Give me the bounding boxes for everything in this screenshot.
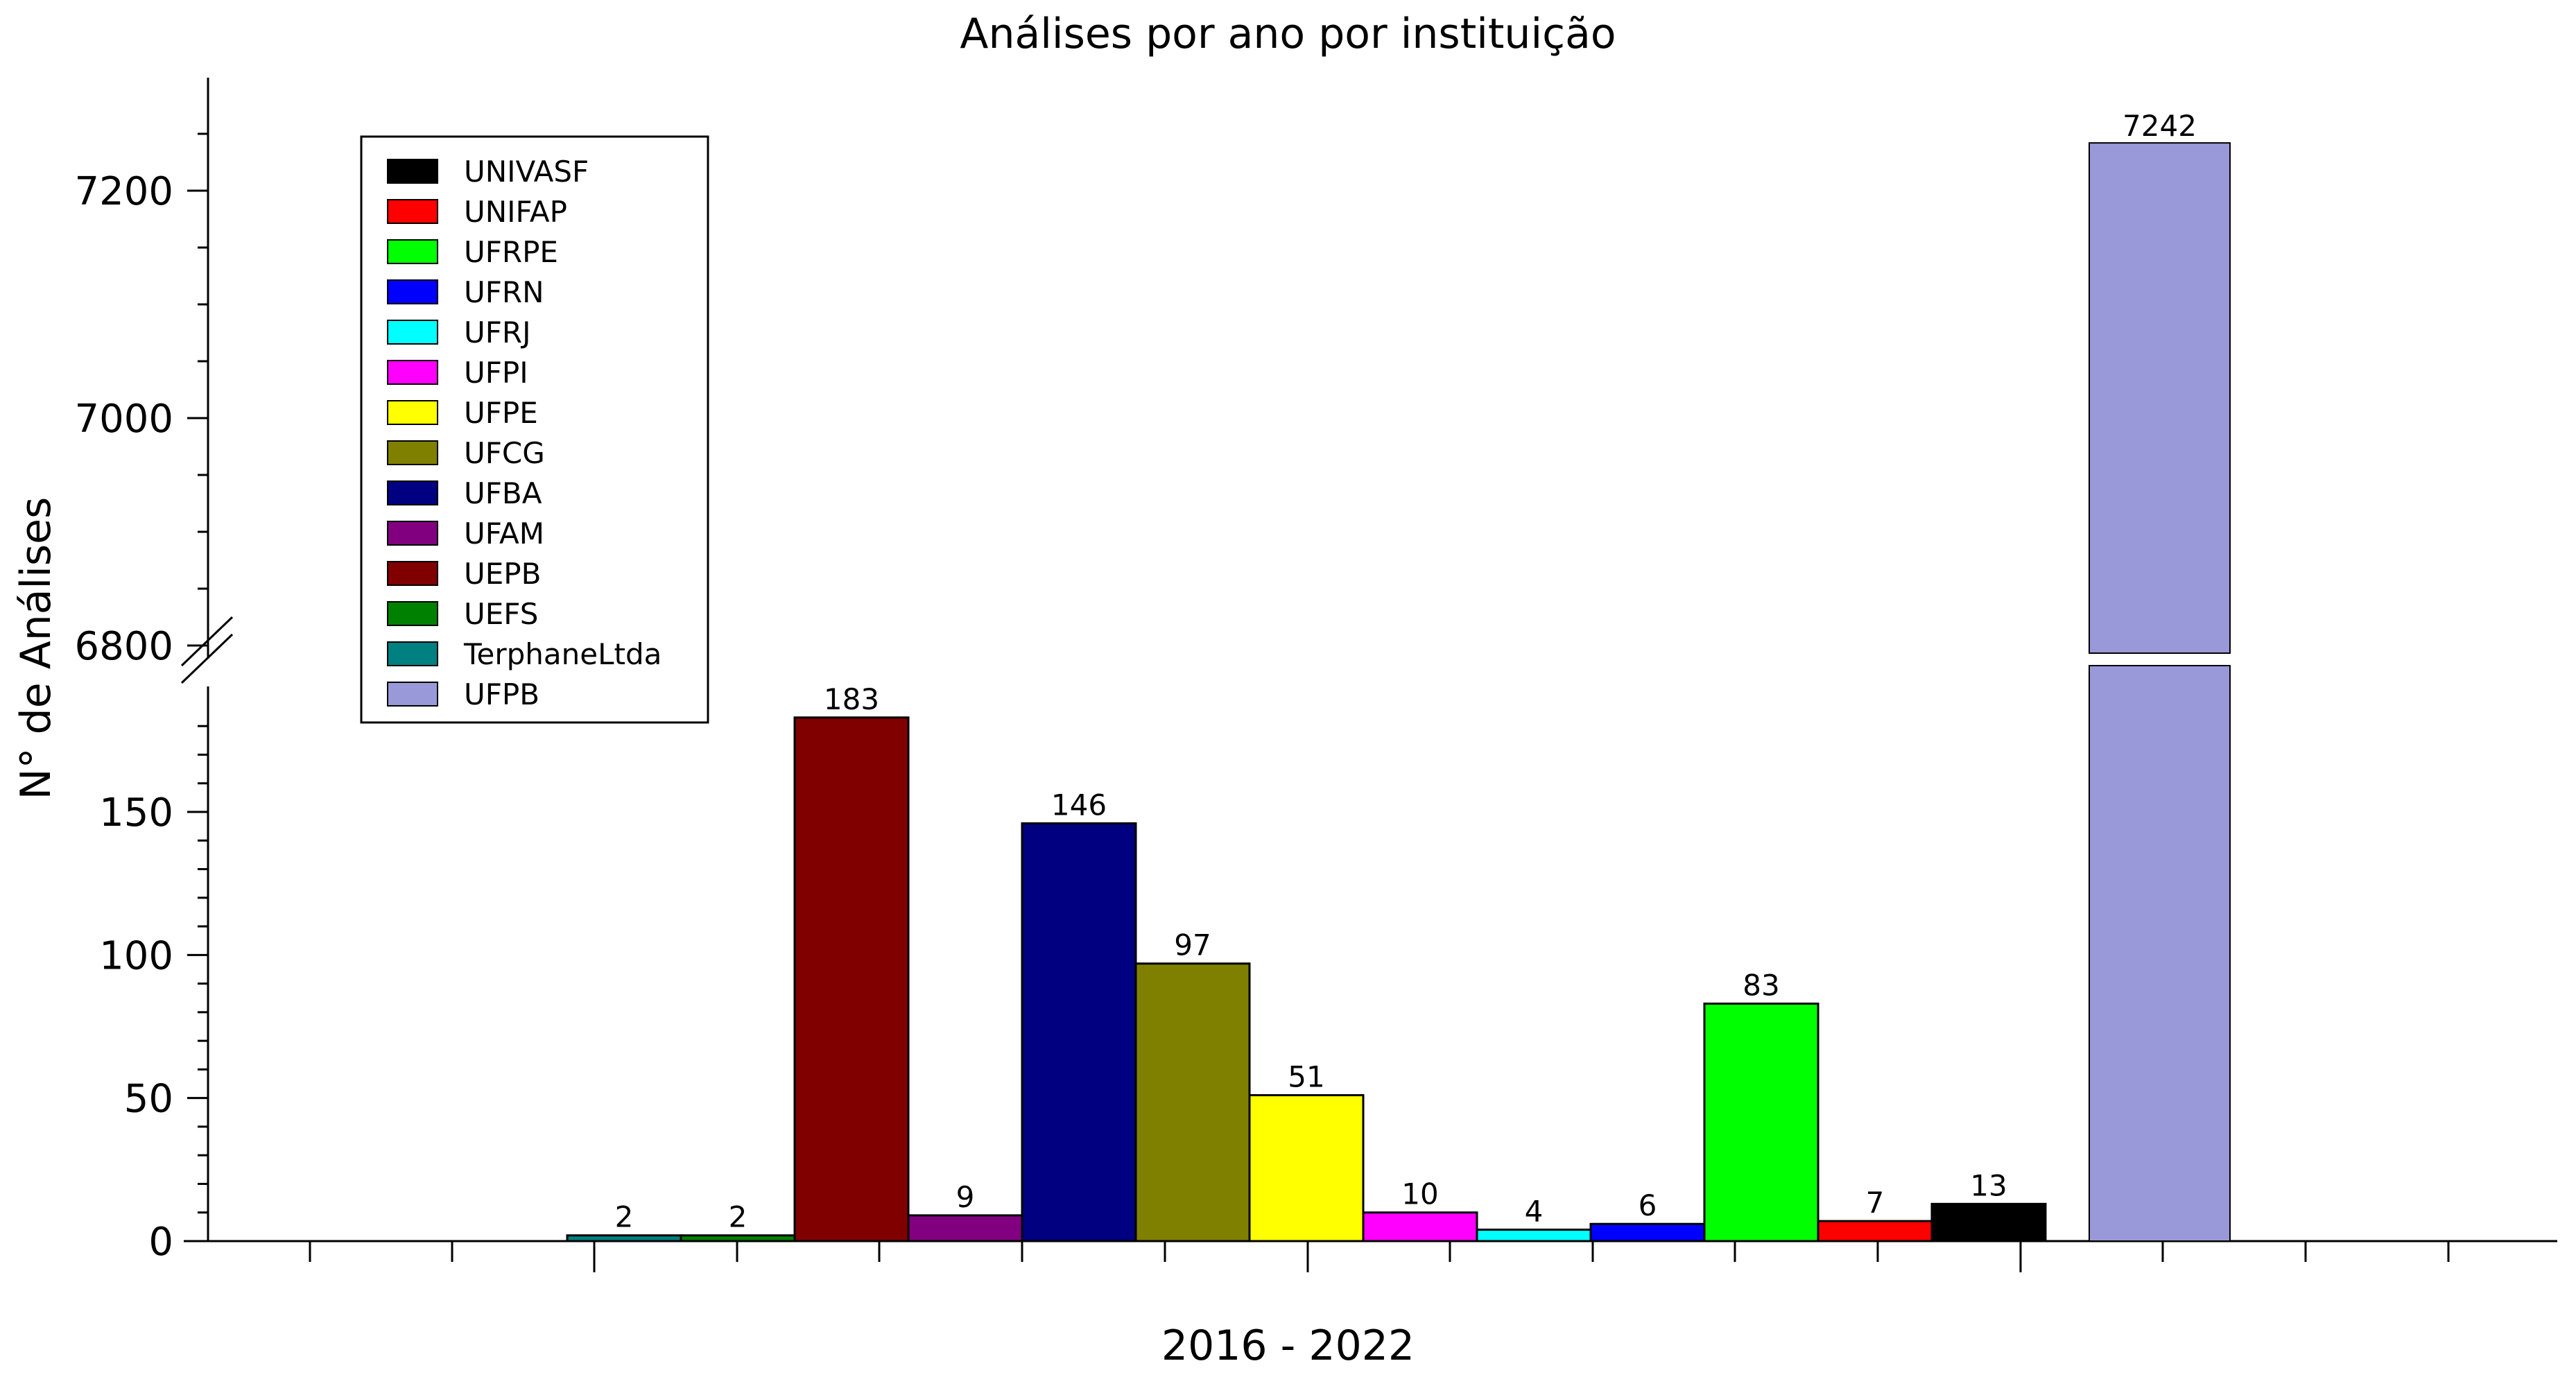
bar-uefs	[680, 1234, 796, 1242]
legend-swatch	[387, 400, 438, 425]
bar-ufrpe	[1703, 1002, 1819, 1242]
legend-swatch	[387, 199, 438, 224]
chart-title: Análises por ano por instituição	[960, 10, 1616, 58]
legend-label: UFPB	[464, 677, 539, 711]
y-tick-label: 6800	[74, 624, 173, 669]
legend-label: UFBA	[464, 476, 542, 510]
legend-swatch	[387, 320, 438, 345]
legend-swatch	[387, 521, 438, 546]
legend-swatch	[387, 239, 438, 264]
bar-ufba	[1021, 822, 1137, 1242]
legend-label: UNIVASF	[464, 155, 589, 189]
y-tick-label: 150	[99, 790, 173, 835]
legend-swatch	[387, 159, 438, 184]
axis-break-mark	[180, 616, 234, 667]
legend-swatch	[387, 279, 438, 304]
bar-value-label: 6	[1639, 1188, 1657, 1222]
bar-ufrj	[1476, 1228, 1592, 1242]
bar-value-label: 7242	[2123, 109, 2197, 143]
bar-terphaneltda	[566, 1234, 682, 1242]
legend-label: UFCG	[464, 436, 545, 470]
bar-value-label: 10	[1401, 1177, 1438, 1211]
bar-unifap	[1817, 1220, 1933, 1242]
bar-value-label: 83	[1743, 968, 1779, 1002]
y-tick-label: 50	[124, 1077, 173, 1122]
bar-ufrn	[1589, 1222, 1706, 1242]
legend-label: UEPB	[464, 557, 541, 591]
bar-univasf	[1930, 1202, 2047, 1242]
bar-ufpi	[1362, 1211, 1478, 1242]
legend-label: UFAM	[464, 517, 544, 551]
bar-value-label: 146	[1051, 788, 1107, 822]
legend-label: UNIFAP	[464, 195, 567, 229]
bar-value-label: 2	[615, 1200, 634, 1234]
legend-swatch	[387, 440, 438, 465]
bar-value-label: 13	[1970, 1168, 2007, 1202]
legend-swatch	[387, 682, 438, 707]
bar-value-label: 183	[824, 682, 879, 716]
bar-ufpe	[1248, 1094, 1365, 1242]
legend-label: UFRJ	[464, 315, 530, 349]
legend-swatch	[387, 641, 438, 666]
bar-value-label: 97	[1174, 928, 1211, 962]
legend-swatch	[387, 561, 438, 586]
legend-swatch	[387, 601, 438, 626]
bar-uepb	[793, 716, 910, 1242]
bar-ufpb-lower	[2089, 665, 2231, 1242]
legend-label: UFRPE	[464, 235, 558, 269]
bar-value-label: 51	[1288, 1060, 1324, 1094]
y-tick-label: 100	[99, 933, 173, 978]
legend-label: UFPE	[464, 396, 538, 430]
bar-value-label: 4	[1525, 1194, 1544, 1228]
legend-label: UEFS	[464, 597, 538, 631]
legend-label: UFPI	[464, 356, 528, 390]
bar-value-label: 7	[1866, 1186, 1885, 1220]
x-axis-label: 2016 - 2022	[1161, 1322, 1415, 1370]
bar-ufpb-upper	[2089, 142, 2231, 654]
axis-break-mark	[180, 633, 234, 684]
bar-ufcg	[1134, 962, 1251, 1242]
bar-value-label: 9	[956, 1180, 975, 1214]
legend-label: TerphaneLtda	[463, 637, 662, 671]
y-tick-label: 7000	[74, 397, 173, 442]
y-tick-label: 7200	[74, 169, 173, 214]
legend-label: UFRN	[464, 275, 544, 309]
bar-ufam	[907, 1214, 1023, 1242]
bar-value-label: 2	[729, 1200, 747, 1234]
legend-swatch	[387, 360, 438, 385]
legend-swatch	[387, 480, 438, 505]
y-tick-label: 0	[148, 1220, 173, 1265]
